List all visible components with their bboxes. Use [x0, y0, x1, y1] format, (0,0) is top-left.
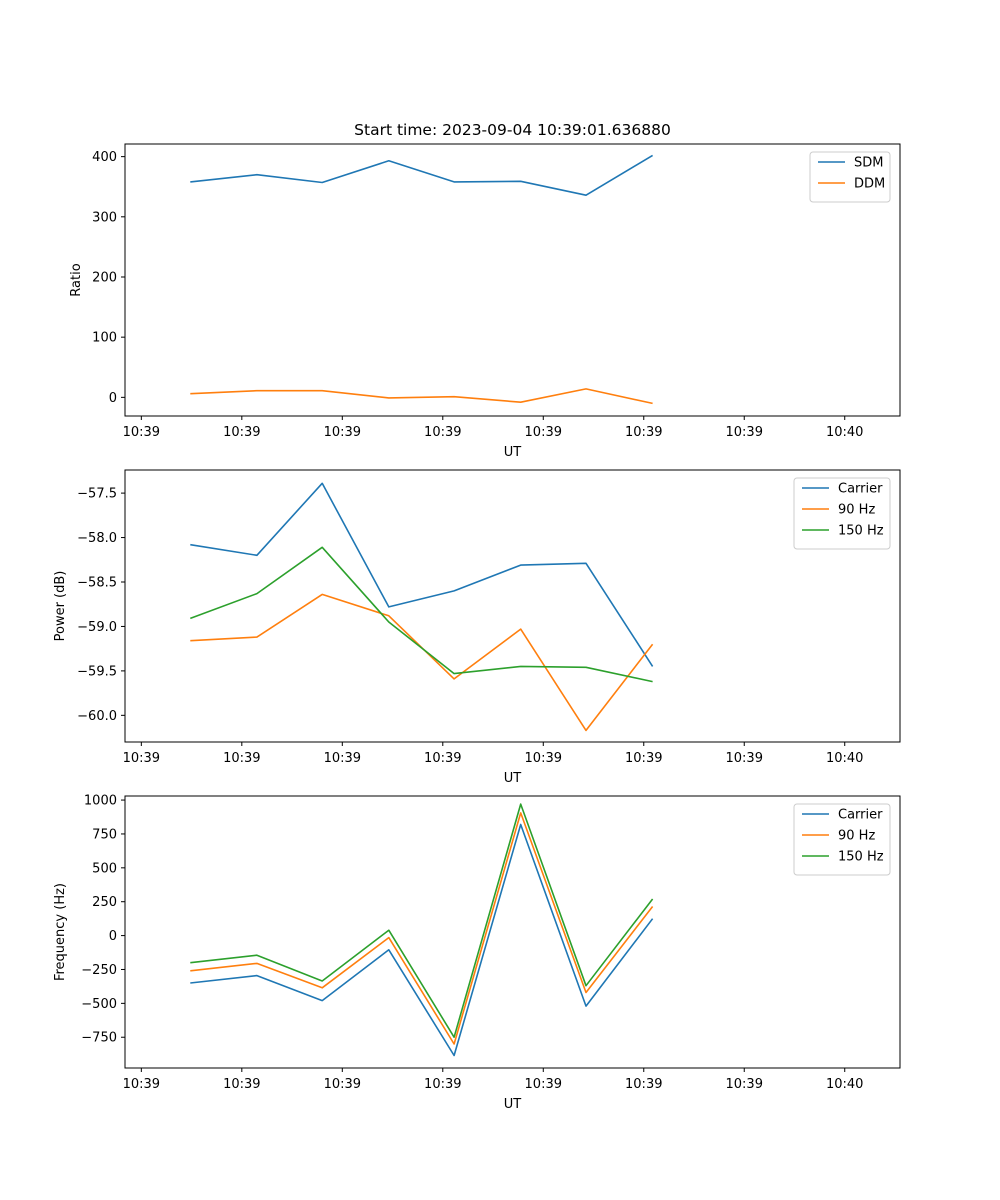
y-tick-label: 250 [92, 895, 117, 910]
x-tick-label: 10:39 [625, 1077, 662, 1092]
legend-label: 150 Hz [838, 524, 884, 539]
legend-box [809, 151, 891, 203]
y-tick-label: 500 [92, 861, 117, 876]
x-tick-label: 10:39 [223, 751, 260, 766]
plot-frame [124, 143, 901, 417]
x-tick-label: 10:40 [826, 425, 863, 440]
series-line-150-hz [190, 546, 653, 683]
y-tick-label: −57.5 [77, 487, 117, 502]
series-line-ddm [190, 388, 653, 405]
y-tick-label: 750 [92, 827, 117, 842]
y-tick-label: −59.5 [77, 664, 117, 679]
y-tick-label: 1000 [84, 794, 117, 809]
x-tick-label: 10:39 [726, 425, 763, 440]
y-axis-label: Power (dB) [53, 571, 68, 642]
y-tick-label: −750 [81, 1031, 117, 1046]
x-tick-label: 10:39 [223, 425, 260, 440]
subplot-2: 10:39 10:39 10:39 10:39 10:39 10:39 10:39 10:40… [53, 469, 901, 786]
legend-label: 90 Hz [838, 829, 875, 844]
y-tick-label: −58.0 [77, 531, 117, 546]
x-tick-label: 10:39 [324, 425, 361, 440]
x-tick-label: 10:40 [826, 751, 863, 766]
series-line-carrier [190, 482, 654, 667]
y-axis-label: Frequency (Hz) [53, 883, 68, 981]
y-tick-label: 0 [109, 391, 117, 406]
x-tick-label: 10:39 [525, 425, 562, 440]
legend-label: SDM [854, 156, 883, 171]
series-line-90-hz [190, 812, 654, 1045]
legend-label: DDM [854, 177, 885, 192]
subplot-1: Start time: 2023-09-04 10:39:01.636880 10… [69, 121, 901, 460]
x-axis-label: UT [504, 1097, 522, 1112]
x-tick-label: 10:39 [424, 751, 461, 766]
y-tick-label: 300 [92, 210, 117, 225]
x-tick-label: 10:39 [424, 425, 461, 440]
x-tick-label: 10:39 [324, 751, 361, 766]
x-axis-label: UT [504, 771, 522, 786]
plot-frame [124, 795, 901, 1069]
legend: SDM DDM [809, 151, 891, 203]
legend: Carrier 90 Hz 150 Hz [793, 477, 891, 550]
subplot-3: 10:39 10:39 10:39 10:39 10:39 10:39 10:39 10:40… [53, 794, 901, 1112]
x-tick-label: 10:39 [324, 1077, 361, 1092]
y-tick-label: 0 [109, 929, 117, 944]
plot-frame [124, 469, 901, 743]
legend-label: Carrier [838, 482, 883, 497]
legend-box [793, 477, 891, 550]
y-axis-label: Ratio [69, 263, 84, 296]
x-tick-label: 10:39 [525, 1077, 562, 1092]
x-tick-label: 10:40 [826, 1077, 863, 1092]
x-tick-label: 10:39 [223, 1077, 260, 1092]
x-tick-label: 10:39 [525, 751, 562, 766]
x-tick-label: 10:39 [726, 751, 763, 766]
series-line-sdm [190, 154, 654, 196]
series-line-150-hz [190, 803, 654, 1038]
y-tick-label: 100 [92, 331, 117, 346]
y-tick-label: −250 [81, 963, 117, 978]
x-tick-label: 10:39 [123, 1077, 160, 1092]
legend-label: Carrier [838, 808, 883, 823]
y-tick-label: 400 [92, 150, 117, 165]
legend-label: 150 Hz [838, 850, 884, 865]
series-line-carrier [190, 823, 654, 1057]
y-tick-label: −500 [81, 997, 117, 1012]
x-tick-label: 10:39 [726, 1077, 763, 1092]
x-tick-label: 10:39 [123, 425, 160, 440]
series-line-90-hz [190, 593, 654, 732]
x-tick-label: 10:39 [123, 751, 160, 766]
legend-box [793, 803, 891, 876]
x-axis-label: UT [504, 445, 522, 460]
y-tick-label: −58.5 [77, 576, 117, 591]
y-tick-label: 200 [92, 270, 117, 285]
x-tick-label: 10:39 [424, 1077, 461, 1092]
x-tick-label: 10:39 [625, 751, 662, 766]
chart-title: Start time: 2023-09-04 10:39:01.636880 [354, 121, 671, 139]
legend-label: 90 Hz [838, 503, 875, 518]
y-tick-label: −60.0 [77, 709, 117, 724]
x-tick-label: 10:39 [625, 425, 662, 440]
y-tick-label: −59.0 [77, 620, 117, 635]
legend: Carrier 90 Hz 150 Hz [793, 803, 891, 876]
